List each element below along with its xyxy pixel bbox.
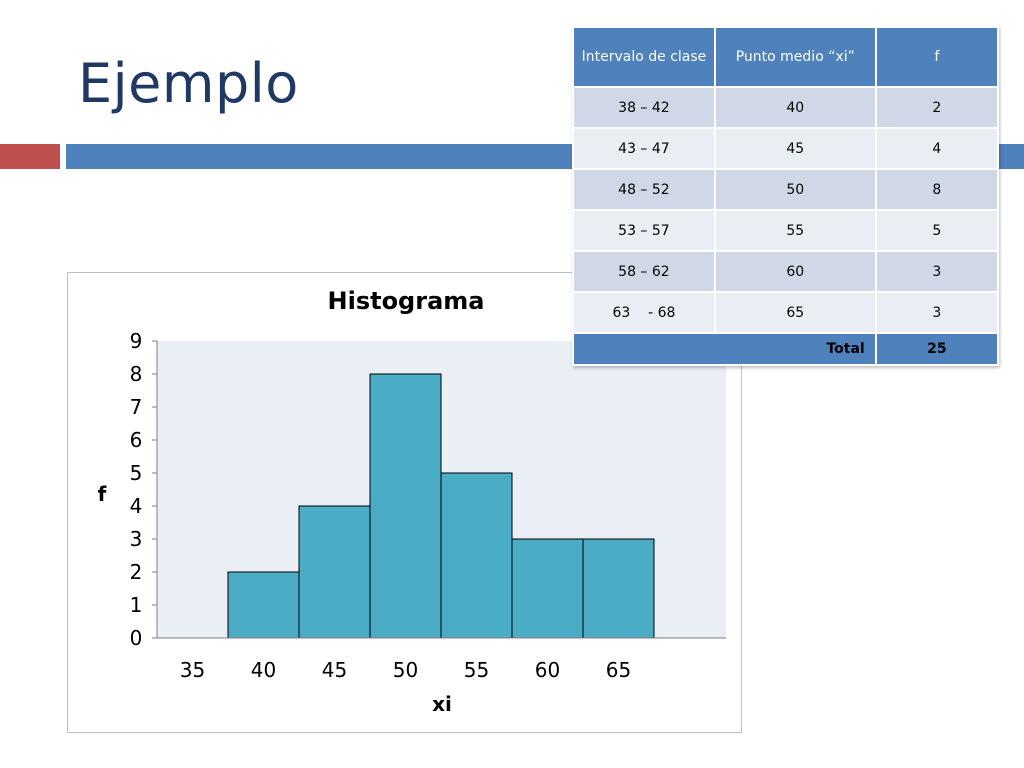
cell-punto-medio: 65 [713,291,877,334]
cell-intervalo: 43 – 47 [572,127,716,170]
x-tick-label: 50 [393,658,418,682]
cell-intervalo: 48 – 52 [572,168,716,211]
y-axis-label: f [98,482,107,506]
cell-f: 2 [874,86,1000,129]
cell-intervalo: 63 - 68 [572,291,716,334]
cell-punto-medio: 55 [713,209,877,252]
accent-bar-red [0,144,60,169]
x-tick-label: 45 [322,658,347,682]
cell-f: 3 [874,291,1000,334]
total-label: Total [572,332,877,366]
table-row: 58 – 62 60 3 [572,250,1000,293]
table-row: 43 – 47 45 4 [572,127,1000,170]
table-row: 48 – 52 50 8 [572,168,1000,211]
table-row: 53 – 57 55 5 [572,209,1000,252]
x-tick-label: 55 [464,658,489,682]
y-tick-label: 4 [130,494,143,518]
cell-punto-medio: 50 [713,168,877,211]
cell-f: 5 [874,209,1000,252]
cell-intervalo: 58 – 62 [572,250,716,293]
cell-punto-medio: 60 [713,250,877,293]
y-tick-label: 3 [130,527,143,551]
cell-intervalo: 38 – 42 [572,86,716,129]
y-tick-label: 7 [130,395,143,419]
y-tick-label: 2 [130,560,143,584]
cell-f: 8 [874,168,1000,211]
cell-punto-medio: 40 [713,86,877,129]
x-tick-label: 60 [535,658,560,682]
y-tick-label: 9 [130,329,143,353]
table-header-row: Intervalo de clase Punto medio “xi” f [572,26,1000,88]
table-total-row: Total 25 [572,332,1000,366]
histogram-bar [227,571,300,639]
header-punto-medio: Punto medio “xi” [713,26,877,88]
slide-title: Ejemplo [78,52,299,115]
x-tick-label: 35 [180,658,205,682]
cell-f: 4 [874,127,1000,170]
histogram-bar [511,538,584,639]
cell-intervalo: 53 – 57 [572,209,716,252]
y-tick-label: 5 [130,461,143,485]
x-tick-label: 40 [251,658,276,682]
y-tick-label: 8 [130,362,143,386]
total-value: 25 [874,332,1000,366]
histogram-bar [298,505,371,639]
histogram-bar [440,472,513,639]
header-intervalo: Intervalo de clase [572,26,716,88]
y-tick-label: 6 [130,428,143,452]
histogram-bar [582,538,655,639]
y-tick-label: 0 [130,626,143,650]
x-axis-label: xi [432,692,452,716]
table-row: 63 - 68 65 3 [572,291,1000,334]
table-row: 38 – 42 40 2 [572,86,1000,129]
x-tick-label: 65 [606,658,631,682]
frequency-table: Intervalo de clase Punto medio “xi” f 38… [572,26,1000,366]
y-tick-label: 1 [130,593,143,617]
cell-punto-medio: 45 [713,127,877,170]
header-f: f [874,26,1000,88]
histogram-bar [369,373,442,639]
cell-f: 3 [874,250,1000,293]
chart-title: Histograma [328,287,485,315]
